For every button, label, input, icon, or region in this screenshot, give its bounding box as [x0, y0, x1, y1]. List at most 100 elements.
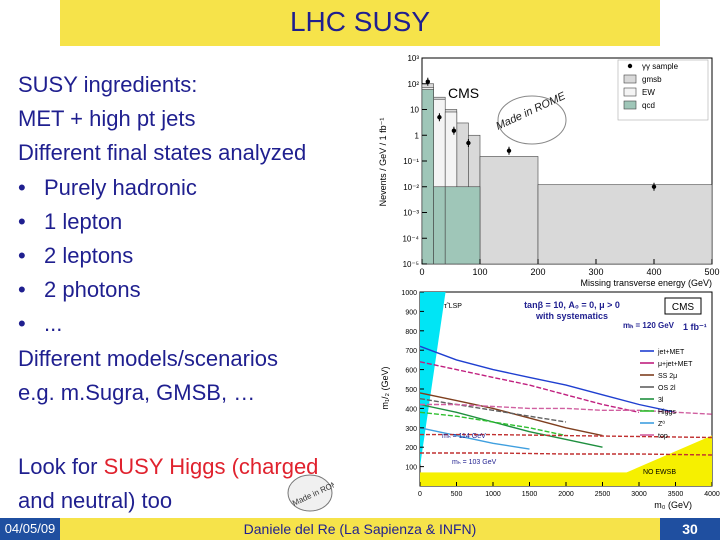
bullet-glyph: • [18, 243, 26, 269]
bullet-text: 2 photons [44, 277, 141, 303]
x-tick-label: 500 [704, 267, 719, 277]
reach-curve [419, 398, 567, 423]
chart-title: CMS [448, 85, 479, 101]
y-tick-label: 10³ [407, 54, 419, 63]
bullet-glyph: • [18, 174, 26, 200]
y-tick-label: 10⁻⁵ [403, 260, 419, 269]
data-point [451, 128, 457, 133]
bullet-item: • Purely hadronic [18, 171, 378, 205]
x-tick-label: 300 [588, 267, 603, 277]
reach-curve [419, 403, 603, 448]
chart-title: CMS [672, 302, 695, 313]
y-tick-label: 100 [405, 465, 417, 472]
annotation: tanβ = 10, A₀ = 0, μ > 0 [524, 300, 620, 310]
legend-entry: qcd [642, 101, 655, 110]
bullet-text: 1 lepton [44, 208, 123, 234]
data-point [506, 148, 512, 153]
y-tick-label: 10⁻⁴ [402, 234, 419, 243]
x-tick-label: 3500 [668, 491, 684, 498]
legend-swatch [623, 87, 637, 97]
slide-title: LHC SUSY [289, 6, 431, 37]
x-tick-label: 400 [646, 267, 661, 277]
y-tick-label: 1 [415, 131, 420, 140]
y-tick-label: 10² [407, 80, 419, 89]
higgs-highlight: SUSY Higgs (charged [103, 454, 319, 479]
bullet-glyph: • [18, 277, 26, 303]
susy-reach-chart: 0 500 1000 1500 2000 2500 3000 3500 4000 100 200 30… [380, 290, 720, 510]
y-tick-label: 300 [405, 426, 417, 433]
legend-entry: OS 2l [658, 385, 676, 392]
legend-entry: Higgs [658, 409, 676, 416]
annotation: 1 fb⁻¹ [683, 322, 707, 332]
stamp-ring [497, 95, 567, 145]
annotation: mₕ = 120 GeV [623, 321, 675, 330]
legend-swatch [623, 100, 637, 110]
reach-curve [420, 433, 713, 439]
x-tick-label: 200 [530, 267, 545, 277]
reach-curve [420, 452, 713, 456]
y-tick-label: 400 [405, 406, 417, 413]
y-tick-label: 200 [405, 445, 417, 452]
x-tick-label: 500 [451, 491, 463, 498]
annotation: with systematics [535, 311, 608, 321]
legend-entry: top [658, 433, 668, 440]
met-chart: 0 100 200 300 400 500 10⁻⁵ 10⁻⁴ 10⁻³ 10⁻² 10⁻¹ 1 10 1… [378, 54, 720, 288]
annotation: mₕ = 103 GeV [452, 459, 497, 466]
legend-entry: EW [642, 88, 655, 97]
y-tick-label: 500 [405, 387, 417, 394]
x-axis-label: Missing transverse energy (GeV) [580, 278, 712, 288]
y-tick-label: 900 [405, 309, 417, 316]
data-point [437, 115, 442, 120]
bullet-item: • 2 leptons [18, 239, 378, 273]
x-tick-label: 1500 [522, 491, 538, 498]
bullet-glyph: • [18, 311, 26, 337]
bullet-item: •... [18, 307, 378, 341]
y-tick-label: 10⁻² [403, 183, 419, 192]
footer-date: 04/05/09 [0, 518, 60, 540]
reach-curve [419, 427, 530, 450]
made-in-rome-stamp: Made in ROME [287, 474, 334, 512]
hist-bar-qcd [433, 186, 446, 265]
models-line-2: e.g. m.Sugra, GMSB, … [18, 379, 256, 405]
intro-line-3: Different final states analyzed [18, 140, 307, 166]
hist-bar-qcd [421, 89, 434, 265]
x-tick-label: 0 [418, 491, 422, 498]
bullet-list: SUSY ingredients: MET + high pt jets Dif… [18, 68, 378, 410]
y-tick-label: 10⁻³ [403, 209, 419, 218]
bullet-text: 2 leptons [44, 243, 134, 269]
y-tick-label: 10⁻¹ [403, 157, 419, 166]
annotation: NO EWSB [643, 469, 676, 476]
data-point [425, 79, 430, 84]
legend-entry: jet+MET [657, 349, 685, 356]
data-point [466, 140, 471, 146]
intro-line-2: MET + high pt jets [18, 106, 196, 132]
bullet-glyph: • [18, 208, 26, 234]
x-tick-label: 1000 [485, 491, 501, 498]
legend-entry: μ+jet+MET [658, 361, 693, 368]
bullet-item: • 2 photons [18, 273, 378, 307]
hist-bar-gmsb [537, 184, 713, 265]
bullet-text: ... [44, 311, 63, 337]
models-line-1: Different models/scenarios [18, 345, 279, 371]
legend-entry: SS 2μ [658, 373, 677, 380]
annotation: mₕ = 114 GeV [442, 433, 486, 440]
higgs-line-1: Look for SUSY Higgs (charged [18, 450, 378, 484]
reach-curve [419, 411, 567, 437]
y-axis-label: Nevents / GeV / 1 fb⁻¹ [378, 118, 388, 207]
x-tick-label: 0 [419, 267, 424, 277]
bullet-item: • 1 lepton [18, 205, 378, 239]
footer-bar: 04/05/09 Daniele del Re (La Sapienza & I… [0, 518, 720, 540]
page-number: 30 [660, 518, 720, 540]
footer-author: Daniele del Re (La Sapienza & INFN) [243, 521, 477, 537]
x-tick-label: 2000 [558, 491, 574, 498]
title-banner: LHC SUSY [60, 0, 660, 46]
x-axis-label: m₀ (GeV) [654, 500, 692, 510]
cms-label-box [664, 297, 702, 315]
y-tick-label: 700 [405, 348, 417, 355]
legend-entry: γγ sample [642, 62, 679, 71]
x-tick-label: 4000 [704, 491, 720, 498]
hist-bar-gmsb [479, 156, 539, 265]
y-axis-label: m₁/₂ (GeV) [380, 366, 390, 409]
reach-curve [419, 345, 676, 413]
x-tick-label: 2500 [595, 491, 611, 498]
